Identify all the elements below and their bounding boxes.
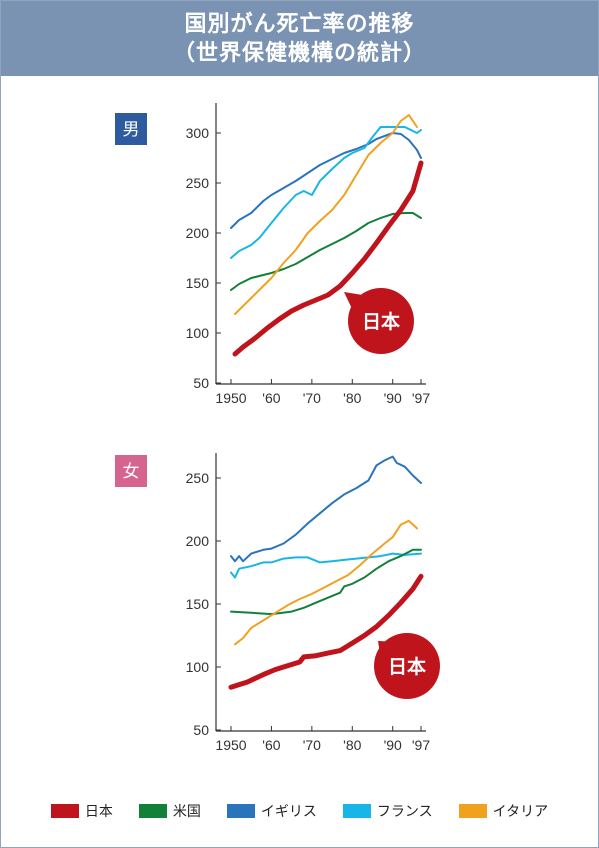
legend-item: イギリス <box>226 801 317 821</box>
y-tick-label: 250 <box>186 470 210 486</box>
series-line-usa <box>230 548 422 616</box>
callout-circle <box>348 288 414 354</box>
series-line-japan <box>232 160 424 357</box>
legend-swatch <box>226 804 255 818</box>
x-tick-label: '97 <box>412 390 430 406</box>
legend-label: 日本 <box>84 804 113 820</box>
series-line-france <box>230 126 422 259</box>
x-tick-label: '97 <box>412 737 430 753</box>
legend-item: イタリア <box>458 801 549 821</box>
callout-label: 日本 <box>388 655 426 678</box>
series-line-france <box>230 552 422 579</box>
legend-label: 米国 <box>172 804 201 820</box>
japan-callout: 日本 <box>374 633 440 699</box>
y-tick-label: 100 <box>186 659 210 675</box>
legend-swatch <box>342 804 371 818</box>
female-chart: 女 50 100 150 200 250 1950 '60 '70 '80 '90 '97 日本 <box>115 453 440 753</box>
callout-circle <box>374 633 440 699</box>
series-line-usa <box>230 212 422 291</box>
legend-item: 米国 <box>138 801 201 821</box>
male-chart: 男 50 100 150 200 250 300 1950 '60 '70 '80 '90 '97 日本 <box>115 103 430 406</box>
x-tick-label: '70 <box>303 737 321 753</box>
y-tick-label: 150 <box>186 596 210 612</box>
y-tick-label: 50 <box>193 375 209 391</box>
y-tick-label: 200 <box>186 533 210 549</box>
y-tick-label: 100 <box>186 325 210 341</box>
sex-badge: 男 <box>115 113 147 145</box>
title-banner: 国別がん死亡率の推移 （世界保健機構の統計） <box>1 1 598 76</box>
legend-swatch <box>458 804 487 818</box>
callout-label: 日本 <box>362 310 400 333</box>
badge-label: 女 <box>123 462 140 482</box>
legend-swatch <box>50 804 79 818</box>
badge-box <box>115 113 147 145</box>
y-tick-label: 250 <box>186 175 210 191</box>
legend: 日本 米国 イギリス フランス イタリア <box>1 799 598 823</box>
x-tick-label: '90 <box>384 390 402 406</box>
x-tick-label: 1950 <box>215 390 246 406</box>
y-tick-label: 200 <box>186 225 210 241</box>
badge-label: 男 <box>123 120 140 140</box>
x-tick-label: '80 <box>343 390 361 406</box>
legend-label: フランス <box>376 804 433 820</box>
x-tick-label: 1950 <box>215 737 246 753</box>
legend-label: イタリア <box>492 804 549 820</box>
series-line-uk <box>230 132 422 229</box>
series-line-uk <box>230 455 422 563</box>
y-tick-label: 150 <box>186 275 210 291</box>
series-line-italy <box>234 114 418 315</box>
x-tick-label: '70 <box>303 390 321 406</box>
y-tick-label: 300 <box>186 125 210 141</box>
sex-badge: 女 <box>115 455 147 487</box>
series-line-japan <box>228 573 424 690</box>
series-line-italy <box>234 519 418 646</box>
y-tick-label: 50 <box>193 722 209 738</box>
x-tick-label: '90 <box>384 737 402 753</box>
title-line-1: 国別がん死亡率の推移 <box>184 11 415 37</box>
legend-item: フランス <box>342 801 433 821</box>
legend-item: 日本 <box>50 801 113 821</box>
x-tick-label: '60 <box>262 390 280 406</box>
title-line-2: （世界保健機構の統計） <box>172 40 426 66</box>
x-tick-label: '60 <box>262 737 280 753</box>
legend-label: イギリス <box>260 804 317 820</box>
japan-callout: 日本 <box>344 288 414 354</box>
badge-box <box>115 455 147 487</box>
legend-swatch <box>138 804 167 818</box>
x-tick-label: '80 <box>343 737 361 753</box>
